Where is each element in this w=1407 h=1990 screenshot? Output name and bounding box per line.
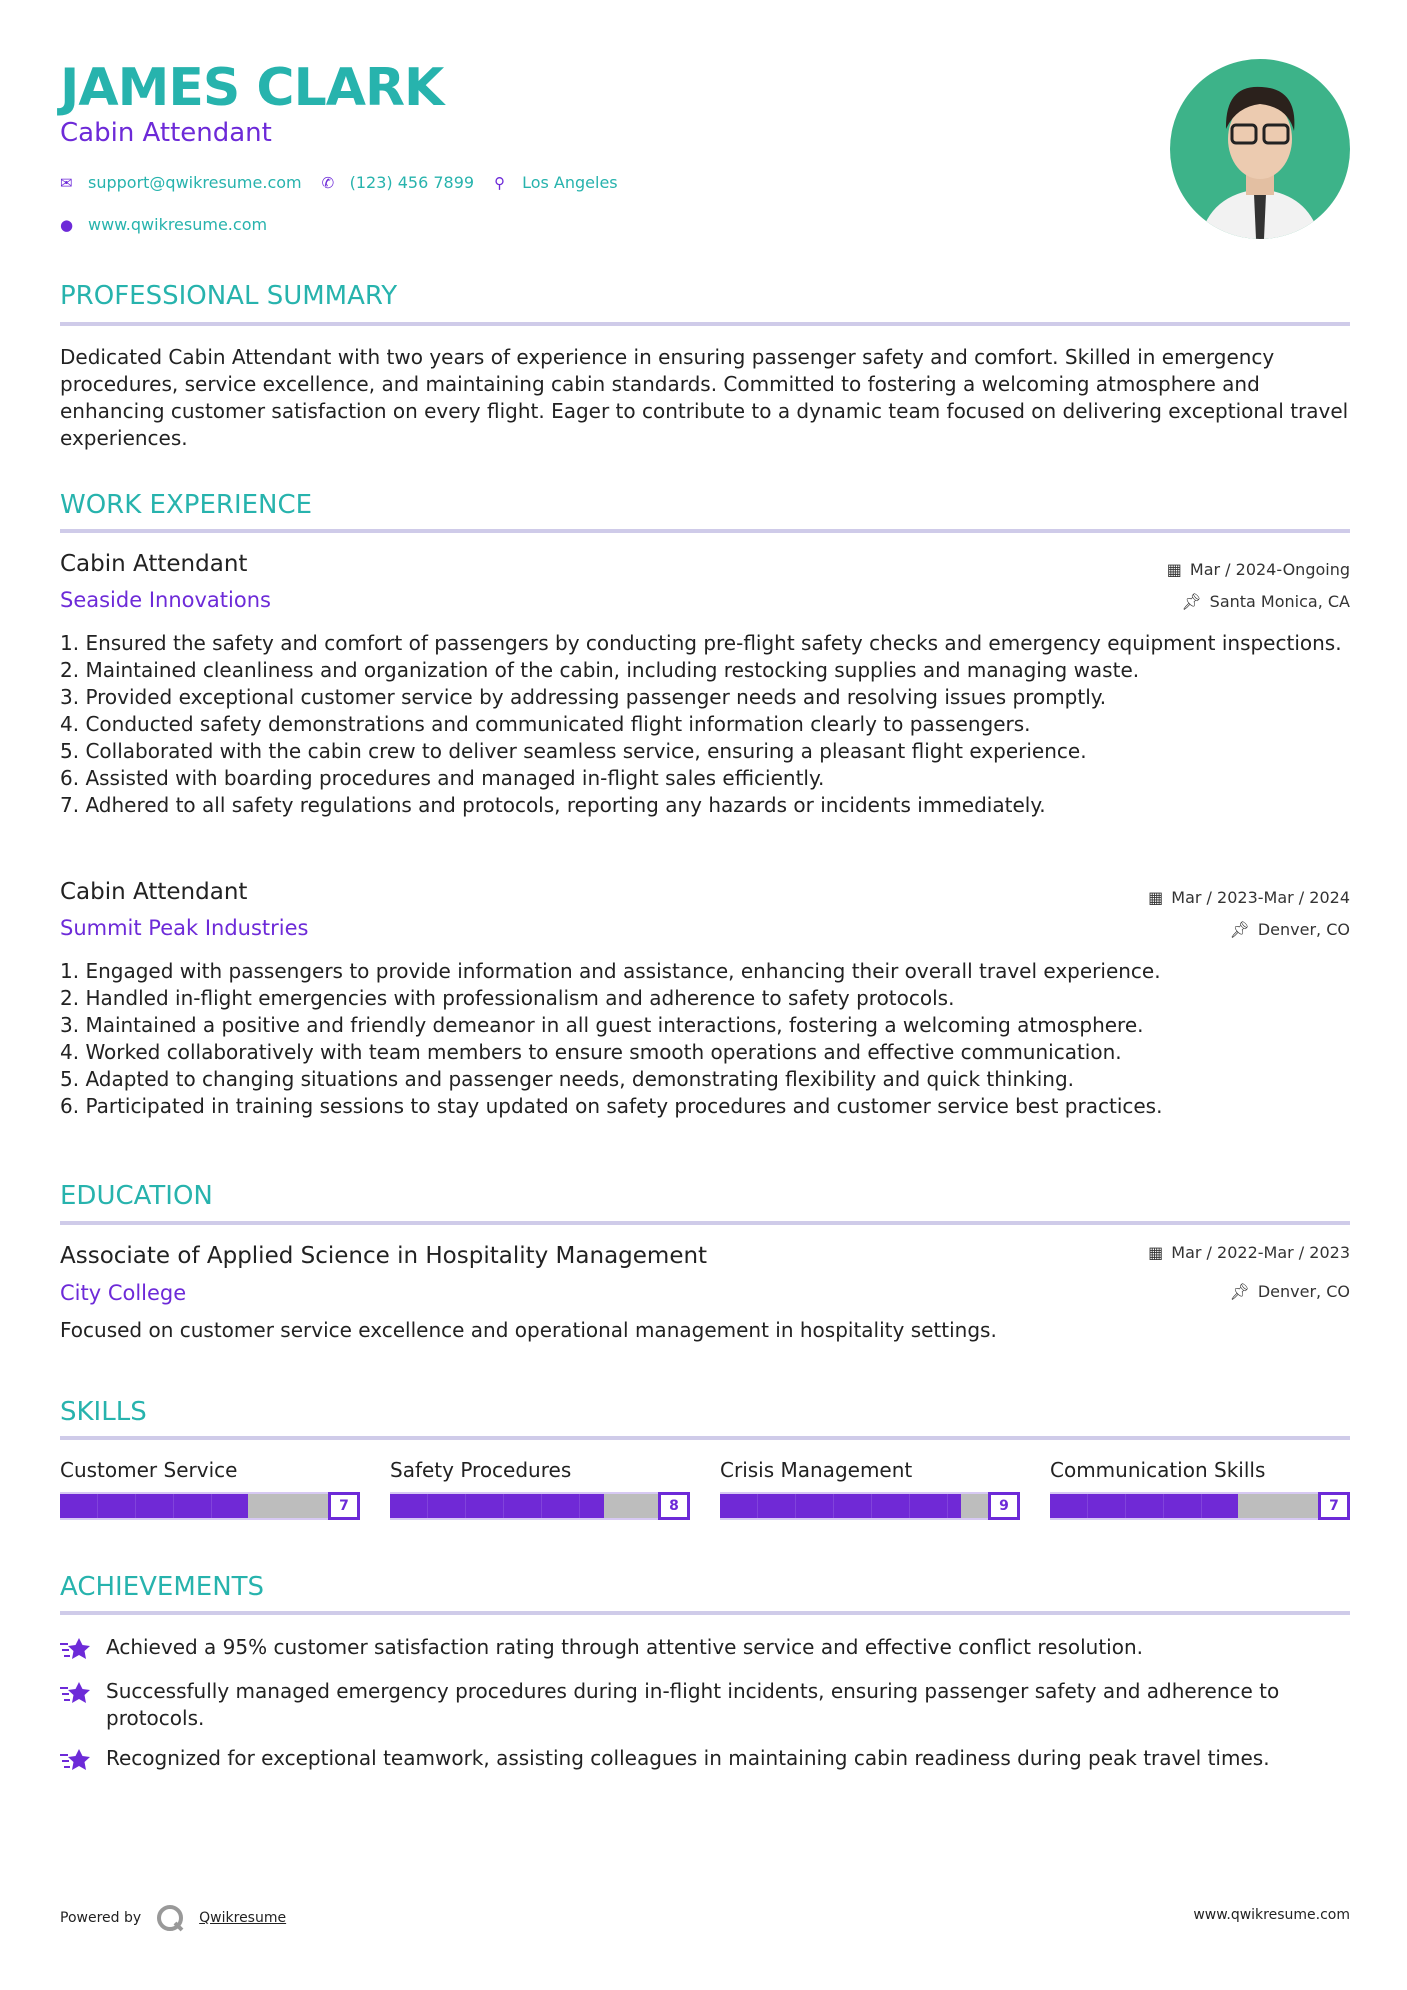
achievement-item: Recognized for exceptional teamwork, ass… (60, 1745, 1350, 1773)
pin-icon: 📌︎ (1229, 1282, 1250, 1301)
skill-bar-fill (1050, 1494, 1238, 1518)
job-location: 📌︎ Santa Monica, CA (1181, 592, 1350, 611)
achievement-text: Recognized for exceptional teamwork, ass… (106, 1746, 1270, 1770)
list-item: 5. Adapted to changing situations and pa… (60, 1067, 1074, 1091)
list-item: 3. Provided exceptional customer service… (60, 685, 1107, 709)
list-item: 4. Conducted safety demonstrations and c… (60, 712, 1031, 736)
skill-name: Customer Service (60, 1458, 238, 1482)
phone-text: (123) 456 7899 (349, 173, 475, 192)
job-title: Cabin Attendant (60, 879, 248, 905)
skill-name: Communication Skills (1050, 1458, 1266, 1482)
education-date: ▦ Mar / 2022-Mar / 2023 (1148, 1243, 1350, 1262)
skill-name: Safety Procedures (390, 1458, 572, 1482)
achievements-heading: ACHIEVEMENTS (60, 1572, 265, 1602)
phone-icon: ✆ (321, 173, 335, 192)
achievement-item: Achieved a 95% customer satisfaction rat… (60, 1634, 1350, 1662)
qwikresume-logo-icon (157, 1905, 184, 1932)
skill-bar-fill (720, 1494, 962, 1518)
skill-item: Communication Skills 7 (1050, 1458, 1350, 1520)
location-text: Denver, CO (1257, 1282, 1350, 1301)
skills-heading: SKILLS (60, 1397, 147, 1427)
summary-heading: PROFESSIONAL SUMMARY (60, 281, 398, 311)
date-text: Mar / 2022-Mar / 2023 (1171, 1243, 1350, 1262)
list-item: 4. Worked collaboratively with team memb… (60, 1040, 1122, 1064)
list-item: 6. Participated in training sessions to … (60, 1094, 1163, 1118)
pin-icon: 📌︎ (1181, 592, 1202, 611)
company-name: Seaside Innovations (60, 588, 271, 612)
contact-row: ✉ support@qwikresume.com ✆ (123) 456 789… (60, 173, 618, 192)
job-date: ▦ Mar / 2023-Mar / 2024 (1148, 888, 1350, 907)
divider (60, 1611, 1350, 1615)
list-item: 1. Ensured the safety and comfort of pas… (60, 631, 1342, 655)
email-link[interactable]: support@qwikresume.com (88, 173, 302, 192)
globe-icon: ● (60, 215, 74, 234)
star-icon (60, 1638, 90, 1659)
star-icon (60, 1682, 90, 1703)
skill-item: Customer Service 7 (60, 1458, 360, 1520)
profile-photo (1170, 59, 1350, 239)
divider (60, 1436, 1350, 1440)
divider (60, 322, 1350, 326)
list-item: 1. Engaged with passengers to provide in… (60, 959, 1161, 983)
powered-by-label: Powered by (60, 1910, 142, 1926)
achievement-item: Successfully managed emergency procedure… (60, 1678, 1350, 1732)
education-location: 📌︎ Denver, CO (1230, 1282, 1350, 1301)
job-duties: 1. Engaged with passengers to provide in… (60, 958, 1350, 1120)
location-pin-icon: ⚲ (494, 173, 506, 192)
list-item: 2. Maintained cleanliness and organizati… (60, 658, 1140, 682)
job-location: 📌︎ Denver, CO (1230, 920, 1350, 939)
education-heading: EDUCATION (60, 1181, 213, 1211)
job-duties: 1. Ensured the safety and comfort of pas… (60, 630, 1350, 819)
website-link[interactable]: www.qwikresume.com (88, 215, 268, 234)
list-item: 6. Assisted with boarding procedures and… (60, 766, 825, 790)
location-text: Denver, CO (1257, 920, 1350, 939)
skill-item: Crisis Management 9 (720, 1458, 1020, 1520)
skill-bar: 9 (720, 1492, 1020, 1520)
list-item: 7. Adhered to all safety regulations and… (60, 793, 1046, 817)
star-icon (60, 1749, 90, 1770)
experience-heading: WORK EXPERIENCE (60, 490, 313, 520)
skill-level: 7 (328, 1492, 360, 1520)
school-name: City College (60, 1281, 187, 1305)
skills-grid: Customer Service 7 Safety Procedures 8 Cri… (60, 1458, 1350, 1520)
calendar-icon: ▦ (1148, 1243, 1164, 1262)
pin-icon: 📌︎ (1229, 920, 1250, 939)
skill-bar: 7 (1050, 1492, 1350, 1520)
date-text: Mar / 2024-Ongoing (1189, 560, 1350, 579)
skill-level: 9 (988, 1492, 1020, 1520)
candidate-name: JAMES CLARK (60, 58, 444, 118)
website-row: ● www.qwikresume.com (60, 215, 267, 234)
job-title: Cabin Attendant (60, 551, 248, 577)
location-text: Los Angeles (522, 173, 618, 192)
skill-name: Crisis Management (720, 1458, 913, 1482)
footer-powered: Powered by Qwikresume (60, 1903, 286, 1933)
education-description: Focused on customer service excellence a… (60, 1318, 997, 1342)
list-item: 5. Collaborated with the cabin crew to d… (60, 739, 1087, 763)
skill-bar-fill (390, 1494, 605, 1518)
date-text: Mar / 2023-Mar / 2024 (1171, 888, 1350, 907)
calendar-icon: ▦ (1166, 560, 1182, 579)
skill-level: 8 (658, 1492, 690, 1520)
skill-bar-fill (60, 1494, 248, 1518)
skill-bar: 7 (60, 1492, 360, 1520)
email-icon: ✉ (60, 173, 73, 192)
company-name: Summit Peak Industries (60, 916, 309, 940)
brand-link[interactable]: Qwikresume (199, 1910, 287, 1926)
footer-website[interactable]: www.qwikresume.com (1193, 1907, 1350, 1923)
skill-item: Safety Procedures 8 (390, 1458, 690, 1520)
summary-text: Dedicated Cabin Attendant with two years… (60, 345, 1349, 450)
calendar-icon: ▦ (1148, 888, 1164, 907)
skill-bar: 8 (390, 1492, 690, 1520)
degree: Associate of Applied Science in Hospital… (60, 1243, 708, 1269)
location-text: Santa Monica, CA (1209, 592, 1350, 611)
achievement-text: Successfully managed emergency procedure… (106, 1679, 1280, 1730)
divider (60, 529, 1350, 533)
list-item: 3. Maintained a positive and friendly de… (60, 1013, 1144, 1037)
divider (60, 1221, 1350, 1225)
job-title: Cabin Attendant (60, 118, 272, 148)
skill-level: 7 (1318, 1492, 1350, 1520)
achievement-text: Achieved a 95% customer satisfaction rat… (106, 1635, 1144, 1659)
job-date: ▦ Mar / 2024-Ongoing (1167, 560, 1350, 579)
list-item: 2. Handled in-flight emergencies with pr… (60, 986, 955, 1010)
